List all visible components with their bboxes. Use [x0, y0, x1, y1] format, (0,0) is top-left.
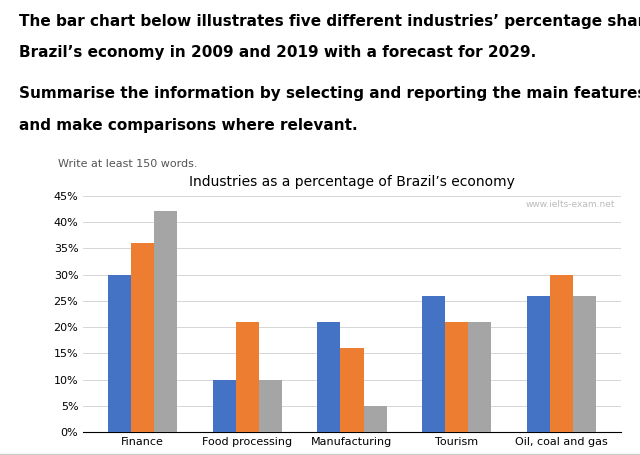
- Bar: [212, 379, 236, 432]
- Text: Write at least 150 words.: Write at least 150 words.: [58, 159, 197, 169]
- Bar: [527, 296, 550, 432]
- Text: The bar chart below illustrates five different industries’ percentage share of: The bar chart below illustrates five dif…: [19, 14, 640, 29]
- Bar: [131, 243, 154, 432]
- Bar: [154, 212, 177, 432]
- Bar: [340, 348, 364, 432]
- Text: www.ielts-exam.net: www.ielts-exam.net: [526, 200, 616, 209]
- Bar: [259, 379, 282, 432]
- Bar: [364, 406, 387, 432]
- Text: Industries as a percentage of Brazil’s economy: Industries as a percentage of Brazil’s e…: [189, 175, 515, 189]
- Bar: [573, 296, 596, 432]
- Bar: [422, 296, 445, 432]
- Bar: [550, 274, 573, 432]
- Bar: [445, 322, 468, 432]
- Bar: [468, 322, 492, 432]
- Bar: [108, 274, 131, 432]
- Bar: [236, 322, 259, 432]
- Bar: [317, 322, 340, 432]
- Text: and make comparisons where relevant.: and make comparisons where relevant.: [19, 118, 358, 133]
- Text: Summarise the information by selecting and reporting the main features,: Summarise the information by selecting a…: [19, 86, 640, 101]
- Text: Brazil’s economy in 2009 and 2019 with a forecast for 2029.: Brazil’s economy in 2009 and 2019 with a…: [19, 46, 536, 61]
